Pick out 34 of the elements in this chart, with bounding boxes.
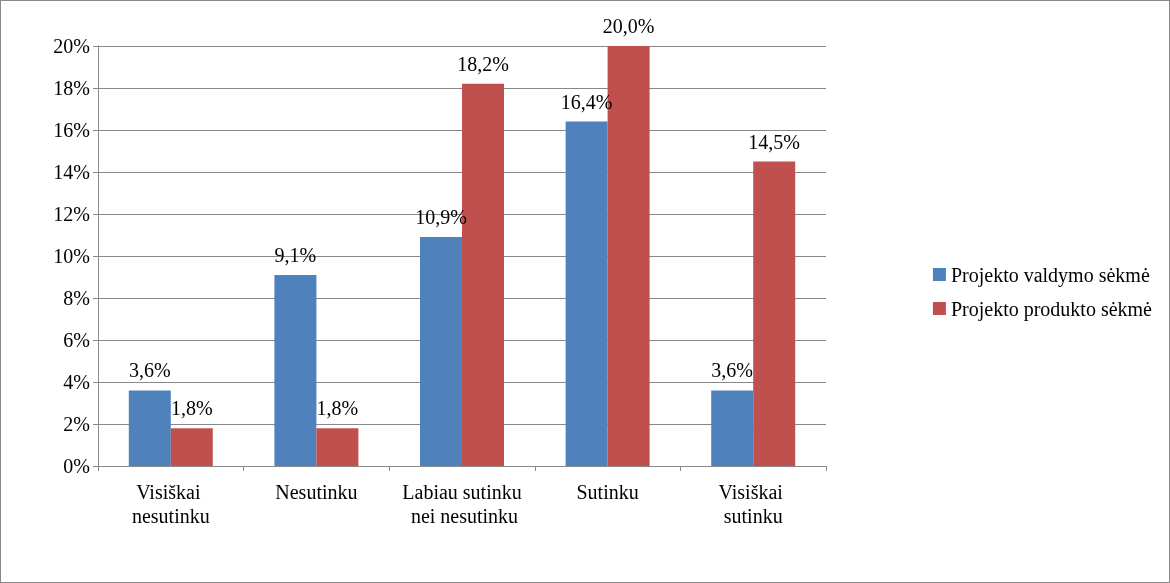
data-label: 18,2% [457,52,509,75]
bar [128,390,171,466]
bar [274,274,317,466]
y-tick-label: 14% [53,161,90,183]
bar [711,390,754,466]
y-tick-label: 0% [63,455,90,477]
bar [316,428,359,466]
y-tick-label: 20% [53,35,90,57]
legend-label: Projekto produkto sėkmė [950,297,1153,321]
y-tick-label: 2% [63,413,90,435]
y-tick-label: 16% [53,119,90,141]
x-tick-label: Sutinku [576,481,639,503]
x-tick-label: Visiškai sutinku [718,481,788,527]
y-tick-label: 6% [63,329,90,351]
data-label: 9,1% [274,243,317,266]
y-tick-label: 10% [53,245,90,267]
x-tick-label: Labiau sutinku nei nesutinku [402,481,522,527]
x-tick-label: Visiškai nesutinku [131,481,210,527]
bar [420,237,462,466]
y-tick-label: 4% [63,371,90,393]
data-label: 3,6% [711,359,754,382]
legend-label: Projekto valdymo sėkmė [950,263,1150,287]
data-label: 1,8% [170,397,213,420]
x-tick-label: Nesutinku [275,481,358,503]
y-tick-label: 12% [53,203,90,225]
y-tick-label: 18% [53,77,90,99]
data-label: 14,5% [748,130,801,153]
data-label: 1,8% [316,397,359,420]
bar [565,121,608,466]
data-label: 3,6% [128,359,171,382]
bar [753,161,796,466]
y-tick-label: 8% [63,287,90,309]
bar [170,428,213,466]
data-label: 20,0% [602,15,655,37]
